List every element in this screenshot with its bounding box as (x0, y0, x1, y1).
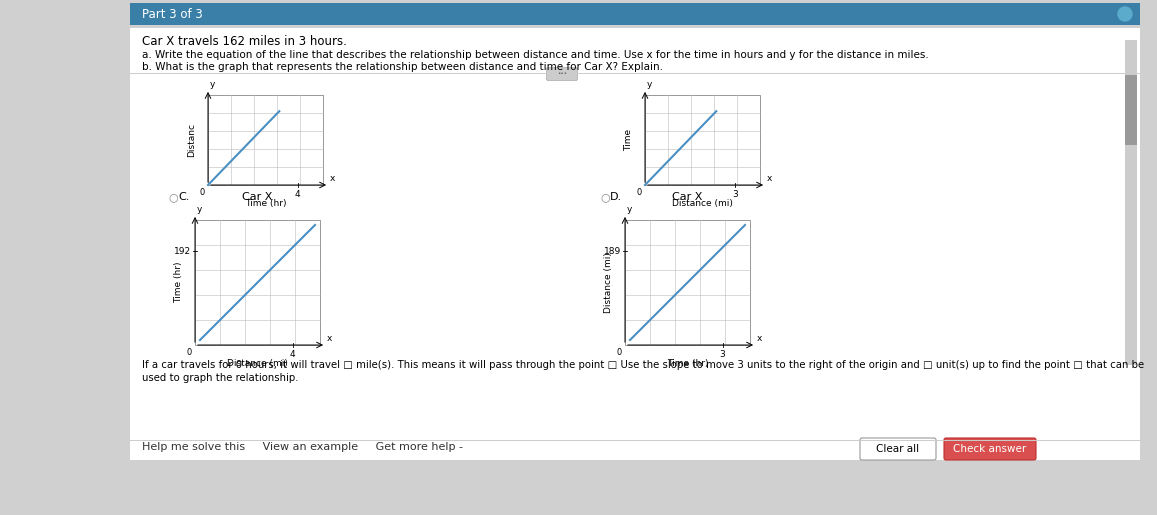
Text: y: y (627, 205, 633, 214)
Text: If a car travels for 0 hours, it will travel □ mile(s). This means it will pass : If a car travels for 0 hours, it will tr… (142, 360, 1144, 370)
Text: Distance (mi): Distance (mi) (672, 199, 732, 208)
Text: a. Write the equation of the line that describes the relationship between distan: a. Write the equation of the line that d… (142, 50, 929, 60)
Text: y: y (211, 80, 215, 89)
Text: Distance (mi): Distance (mi) (227, 359, 288, 368)
Text: Time (hr): Time (hr) (245, 199, 286, 208)
FancyBboxPatch shape (644, 95, 760, 185)
Text: Car X travels 162 miles in 3 hours.: Car X travels 162 miles in 3 hours. (142, 35, 347, 48)
Text: x: x (757, 334, 762, 343)
Text: 4: 4 (289, 350, 295, 359)
Text: Check answer: Check answer (953, 444, 1026, 454)
FancyBboxPatch shape (130, 3, 1140, 25)
FancyBboxPatch shape (546, 67, 577, 80)
Text: b. What is the graph that represents the relationship between distance and time : b. What is the graph that represents the… (142, 62, 663, 72)
Text: Clear all: Clear all (877, 444, 920, 454)
Text: x: x (767, 174, 773, 183)
FancyBboxPatch shape (130, 28, 1140, 460)
Text: x: x (330, 174, 336, 183)
FancyBboxPatch shape (625, 220, 750, 345)
FancyBboxPatch shape (1125, 75, 1137, 145)
Text: 0: 0 (200, 188, 205, 197)
Text: Help me solve this     View an example     Get more help -: Help me solve this View an example Get m… (142, 442, 463, 452)
Text: 0: 0 (186, 348, 192, 357)
Text: Part 3 of 3: Part 3 of 3 (142, 8, 202, 21)
Text: used to graph the relationship.: used to graph the relationship. (142, 373, 299, 383)
Text: 4: 4 (295, 190, 301, 199)
Text: 0: 0 (617, 348, 622, 357)
FancyBboxPatch shape (944, 438, 1036, 460)
Text: •••: ••• (557, 72, 567, 77)
Text: 0: 0 (636, 188, 642, 197)
Text: y: y (197, 205, 202, 214)
Text: Distanc: Distanc (187, 123, 197, 157)
FancyBboxPatch shape (860, 438, 936, 460)
FancyBboxPatch shape (208, 95, 323, 185)
FancyBboxPatch shape (1125, 40, 1137, 365)
Text: ○: ○ (600, 192, 610, 202)
Text: ○: ○ (168, 192, 178, 202)
Circle shape (1118, 7, 1132, 21)
Text: Car X: Car X (672, 192, 702, 202)
Text: 189: 189 (604, 247, 621, 256)
Text: Time (hr): Time (hr) (666, 359, 708, 368)
Text: Time: Time (625, 129, 634, 151)
Text: y: y (647, 80, 653, 89)
Text: 3: 3 (732, 190, 737, 199)
FancyBboxPatch shape (196, 220, 320, 345)
Text: D.: D. (610, 192, 622, 202)
Text: x: x (327, 334, 332, 343)
Text: 3: 3 (720, 350, 725, 359)
Text: C.: C. (178, 192, 190, 202)
Text: Time (hr): Time (hr) (175, 262, 184, 303)
Text: 192: 192 (174, 247, 191, 256)
Text: Distance (mi): Distance (mi) (604, 252, 613, 313)
Text: Car X: Car X (242, 192, 273, 202)
